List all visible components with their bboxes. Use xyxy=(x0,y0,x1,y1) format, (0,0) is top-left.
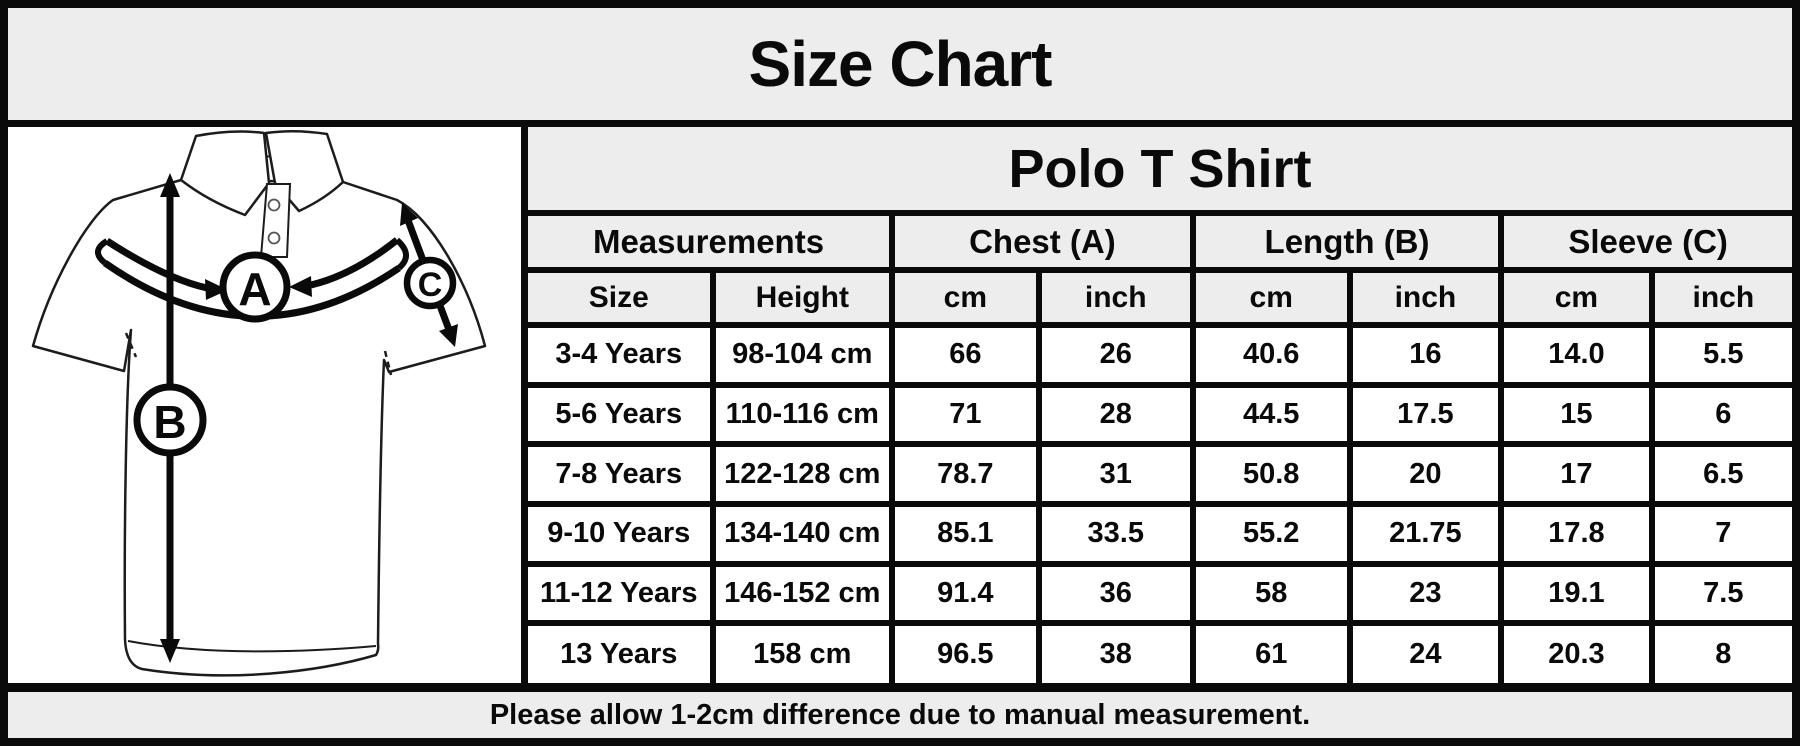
polo-shirt-diagram: A B C xyxy=(31,130,487,677)
value-cell: 8 xyxy=(1648,620,1792,683)
main-content: A B C Polo T Shirt xyxy=(8,127,1792,692)
underarm-seam-left xyxy=(124,332,138,358)
value-cell: 58 xyxy=(1189,560,1353,627)
value-cell: 17 xyxy=(1498,441,1655,507)
value-cell: 28 xyxy=(1035,381,1196,448)
size-table-container: Polo T Shirt Measurements Chest (A) Leng… xyxy=(528,127,1792,683)
chest-arrowhead-right xyxy=(289,276,312,297)
shirt-placket xyxy=(259,183,292,258)
value-cell: 23 xyxy=(1346,560,1505,627)
group-header-chest: Chest (A) xyxy=(889,210,1196,273)
size-table-body: 3-4 Years 98-104 cm 66 26 40.6 16 14.0 5.5 5-6 Y… xyxy=(528,322,1792,683)
value-cell: 7 xyxy=(1648,500,1792,567)
table-row: 7-8 Years 122-128 cm 78.7 31 50.8 20 17 6.5 xyxy=(528,441,1792,507)
value-cell: 5.5 xyxy=(1648,322,1792,388)
product-title-row: Polo T Shirt xyxy=(528,127,1792,216)
group-header-measurements: Measurements xyxy=(528,210,896,273)
value-cell: 96.5 xyxy=(889,620,1042,683)
table-row: 11-12 Years 146-152 cm 91.4 36 58 23 19.1 7.5 xyxy=(528,560,1792,627)
table-row: 5-6 Years 110-116 cm 71 28 44.5 17.5 15 6 xyxy=(528,381,1792,448)
size-cell: 9-10 Years xyxy=(528,500,716,567)
sleeve-badge xyxy=(403,256,457,310)
underarm-seam-right xyxy=(383,350,393,376)
value-cell: 36 xyxy=(1035,560,1196,627)
value-cell: 66 xyxy=(889,322,1042,388)
col-header-height: Height xyxy=(709,267,896,328)
value-cell: 61 xyxy=(1189,620,1353,683)
height-cell: 122-128 cm xyxy=(709,441,896,507)
value-cell: 17.5 xyxy=(1346,381,1505,448)
value-cell: 14.0 xyxy=(1498,322,1655,388)
col-header-size: Size xyxy=(528,267,716,328)
value-cell: 7.5 xyxy=(1648,560,1792,627)
shirt-button xyxy=(267,231,281,245)
size-cell: 11-12 Years xyxy=(528,560,716,627)
value-cell: 33.5 xyxy=(1035,500,1196,567)
size-cell: 13 Years xyxy=(528,620,716,683)
size-cell: 3-4 Years xyxy=(528,322,716,388)
shirt-outline xyxy=(31,178,487,677)
group-header-sleeve: Sleeve (C) xyxy=(1498,210,1792,273)
value-cell: 20 xyxy=(1346,441,1505,507)
size-cell: 7-8 Years xyxy=(528,441,716,507)
shirt-button xyxy=(267,198,281,212)
value-cell: 6 xyxy=(1648,381,1792,448)
col-header-chest-inch: inch xyxy=(1035,267,1196,328)
value-cell: 26 xyxy=(1035,322,1196,388)
chest-badge xyxy=(219,251,291,323)
value-cell: 31 xyxy=(1035,441,1196,507)
hem-line xyxy=(127,640,377,653)
value-cell: 38 xyxy=(1035,620,1196,683)
value-cell: 19.1 xyxy=(1498,560,1655,627)
col-header-length-cm: cm xyxy=(1189,267,1353,328)
chest-badge-label: A xyxy=(238,263,271,315)
size-cell: 5-6 Years xyxy=(528,381,716,448)
shirt-diagram-panel: A B C xyxy=(8,127,528,683)
value-cell: 78.7 xyxy=(889,441,1042,507)
value-cell: 21.75 xyxy=(1346,500,1505,567)
value-cell: 15 xyxy=(1498,381,1655,448)
title-bar: Size Chart xyxy=(8,8,1792,127)
value-cell: 20.3 xyxy=(1498,620,1655,683)
value-cell: 17.8 xyxy=(1498,500,1655,567)
height-cell: 98-104 cm xyxy=(709,322,896,388)
group-header-length: Length (B) xyxy=(1189,210,1505,273)
height-cell: 146-152 cm xyxy=(709,560,896,627)
value-cell: 85.1 xyxy=(889,500,1042,567)
sub-header-row: Size Height cm inch cm inch cm inch xyxy=(528,267,1792,328)
table-row: 13 Years 158 cm 96.5 38 61 24 20.3 8 xyxy=(528,620,1792,683)
value-cell: 91.4 xyxy=(889,560,1042,627)
sleeve-badge-label: C xyxy=(418,266,443,304)
page-title: Size Chart xyxy=(748,28,1053,100)
value-cell: 24 xyxy=(1346,620,1505,683)
height-cell: 158 cm xyxy=(709,620,896,683)
value-cell: 50.8 xyxy=(1189,441,1353,507)
col-header-sleeve-inch: inch xyxy=(1648,267,1792,328)
col-header-chest-cm: cm xyxy=(889,267,1042,328)
value-cell: 40.6 xyxy=(1189,322,1353,388)
table-row: 9-10 Years 134-140 cm 85.1 33.5 55.2 21.75 17.… xyxy=(528,500,1792,567)
table-row: 3-4 Years 98-104 cm 66 26 40.6 16 14.0 5.5 xyxy=(528,322,1792,388)
length-badge xyxy=(133,383,207,457)
col-header-length-inch: inch xyxy=(1346,267,1505,328)
chest-arrowhead-left xyxy=(205,279,228,300)
shirt-collar xyxy=(179,130,271,217)
footer-note: Please allow 1-2cm difference due to man… xyxy=(489,698,1311,731)
col-header-sleeve-cm: cm xyxy=(1498,267,1655,328)
group-header-row: Measurements Chest (A) Length (B) Sleeve… xyxy=(528,210,1792,273)
height-cell: 110-116 cm xyxy=(709,381,896,448)
height-cell: 134-140 cm xyxy=(709,500,896,567)
value-cell: 16 xyxy=(1346,322,1505,388)
product-title-cell: Polo T Shirt xyxy=(528,127,1792,216)
value-cell: 44.5 xyxy=(1189,381,1353,448)
size-table: Polo T Shirt Measurements Chest (A) Leng… xyxy=(528,127,1792,683)
value-cell: 6.5 xyxy=(1648,441,1792,507)
length-badge-label: B xyxy=(153,396,186,448)
value-cell: 71 xyxy=(889,381,1042,448)
value-cell: 55.2 xyxy=(1189,500,1353,567)
footer-bar: Please allow 1-2cm difference due to man… xyxy=(8,692,1792,738)
